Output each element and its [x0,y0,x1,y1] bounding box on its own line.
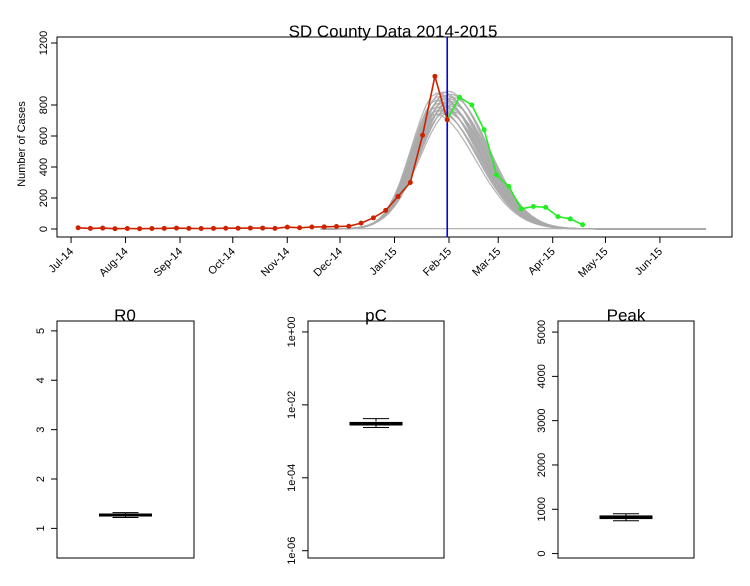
fit-point [186,225,192,231]
observed_after-point [493,172,499,178]
fit-point [432,73,438,79]
main-x-tick-label: Jan-15 [367,246,399,278]
box-y-tick-label: 1e+00 [286,316,298,347]
fit-point [407,180,413,185]
main-y-tick-label: 0 [38,226,50,232]
peak-boxplot-panel: Peak 0 1000 2000 3000 4000 5000 [536,306,695,559]
fit-point [87,225,93,231]
fit-point [383,207,389,213]
fit-point [272,225,278,231]
observed_after-point [518,206,524,212]
fit-point [112,226,118,232]
observed_after-point [469,102,475,108]
peak-title: Peak [607,306,646,325]
box-y-tick-label: 5 [35,328,47,334]
main-y-tick-label: 200 [38,189,50,207]
fit-point [346,223,352,229]
r0-box [99,512,152,519]
main-x-tick-label: Feb-15 [421,246,454,279]
main-x-tick-label: Mar-15 [470,246,503,279]
peak-box [599,513,653,522]
main-x-tick-label: Dec-14 [312,246,346,280]
fit-point [137,226,143,232]
observed_after-point [580,222,586,228]
r0-y-axis: 1 2 3 4 5 [35,328,58,531]
fit-point [235,225,241,231]
fit-point [284,224,290,230]
fit-point [124,226,130,232]
main-x-tick-label: Aug-14 [97,246,131,280]
box-y-tick-label: 1000 [536,497,548,521]
fit-point [444,117,450,123]
main-chart-title: SD County Data 2014-2015 [289,22,498,41]
main-y-axis-label: Number of Cases [16,101,28,187]
main-x-tick-label: Jul-14 [47,246,77,276]
box-y-tick-label: 2 [35,476,47,482]
pc-box [349,418,403,428]
fit-point [297,225,303,231]
box-y-tick-label: 1e-02 [286,391,298,419]
main-y-tick-label: 400 [38,158,50,176]
fit-point [309,224,315,230]
box-y-tick-label: 4000 [536,364,548,388]
fit-point [260,225,266,231]
r0-plot-frame [56,320,195,559]
fit-point [420,132,426,138]
box-y-tick-label: 4 [35,377,47,383]
pc-plot-frame [307,320,445,559]
fit-point [395,193,401,199]
main-y-tick-label: 800 [38,96,50,114]
pc-boxplot-panel: pC 1e-06 1e-04 1e-02 1e+00 [286,306,445,565]
peak-y-axis: 0 1000 2000 3000 4000 5000 [536,320,559,557]
box-y-tick-label: 5000 [536,320,548,344]
box-y-tick-label: 1e-04 [286,464,298,492]
main-x-tick-label: May-15 [576,246,610,280]
observed_after-point [457,94,463,100]
fit-point [161,225,167,231]
fit-point [174,225,180,231]
main-y-axis: 0 200 400 600 800 1200 [38,31,58,232]
observed_after-point [481,127,487,133]
observed_after-point [567,216,573,222]
main-x-tick-label: Nov-14 [259,246,293,280]
fit-point [210,225,216,231]
box-y-tick-label: 3 [35,427,47,433]
fit-point [223,225,229,231]
fit-point [370,215,376,221]
epidemic-curve-chart: SD County Data 2014-2015 Number of Cases… [16,22,733,280]
main-x-tick-label: Apr-15 [526,246,558,278]
box-y-tick-label: 1e-06 [286,537,298,565]
fit-point [321,224,327,230]
main-x-tick-label: Jun-15 [633,246,665,278]
data-series [75,73,586,232]
box-y-tick-label: 2000 [536,453,548,477]
pc-y-axis: 1e-06 1e-04 1e-02 1e+00 [286,316,309,565]
main-x-tick-label: Oct-14 [206,246,238,278]
peak-plot-frame [557,320,695,559]
fit-point [358,220,364,226]
fit-point [100,225,106,231]
main-y-tick-label: 1200 [38,31,50,55]
box-y-tick-label: 3000 [536,408,548,432]
fit-point [247,225,253,231]
simulation-line [320,113,706,230]
observed_after-point [530,204,536,210]
fit-point [149,226,155,232]
r0-boxplot-panel: R0 1 2 3 4 5 [35,306,195,559]
observed_after-point [506,183,512,189]
box-y-tick-label: 0 [536,551,548,557]
main-y-tick-label: 600 [38,127,50,145]
observed_after-point [555,214,561,220]
pc-title: pC [365,306,387,325]
r0-title: R0 [114,306,136,325]
simulation-bundle [320,90,706,230]
fit-point [198,226,204,232]
main-x-axis: Jul-14 Aug-14 Sep-14 Oct-14 Nov-14 Dec-14 Jan-… [47,236,665,280]
fit-point [75,225,81,231]
main-x-tick-label: Sep-14 [152,246,186,280]
observed_after-point [543,204,549,210]
fit-point [333,224,339,230]
box-y-tick-label: 1 [35,525,47,531]
